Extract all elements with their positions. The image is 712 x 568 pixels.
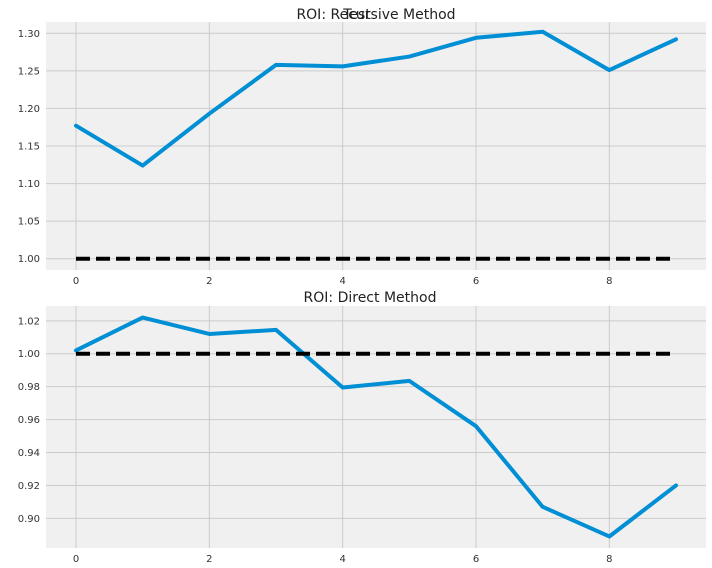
x-ticks-recursive: 0 2 4 6 8: [73, 276, 613, 287]
x-tick-label-recursive-2: 2: [206, 276, 212, 287]
chart-title-recursive: ROI: Recursive Method: [296, 7, 455, 23]
grid-recursive: [46, 22, 706, 270]
series-recursive: [74, 29, 678, 261]
y-tick-label-direct-0: 0.90: [18, 514, 40, 525]
grid-direct: [46, 306, 706, 548]
y-tick-label-recursive-3: 1.15: [18, 142, 40, 153]
x-tick-label-direct-0: 0: [73, 554, 79, 565]
figure-title: Test: [342, 7, 371, 23]
chart-title-direct: ROI: Direct Method: [304, 290, 437, 306]
y-tick-label-recursive-2: 1.10: [18, 179, 40, 190]
y-ticks-direct: 0.90 0.92 0.94 0.96 0.98 1.00 1.02: [18, 316, 40, 525]
plot-area-direct: [46, 306, 706, 548]
y-tick-label-direct-1: 0.92: [18, 481, 40, 492]
roi-line-direct: [74, 315, 678, 539]
x-tick-label-direct-4: 4: [339, 554, 345, 565]
y-tick-label-recursive-4: 1.20: [18, 104, 40, 115]
series-direct: [74, 315, 678, 539]
x-tick-label-recursive-4: 4: [339, 276, 345, 287]
x-tick-label-direct-6: 6: [473, 554, 479, 565]
y-tick-label-recursive-0: 1.00: [18, 254, 40, 265]
y-ticks-recursive: 1.00 1.05 1.10 1.15 1.20 1.25 1.30: [18, 29, 40, 265]
y-tick-label-recursive-1: 1.05: [18, 217, 40, 228]
y-tick-label-direct-2: 0.94: [18, 448, 40, 459]
x-tick-label-direct-8: 8: [606, 554, 612, 565]
recursive-method-panel: 0 2 4 6 8 1.00 1.05 1.10 1.15 1.20 1.25 1.30 ROI: …: [18, 7, 706, 287]
x-tick-label-direct-2: 2: [206, 554, 212, 565]
direct-method-panel: 0 2 4 6 8 0.90 0.92 0.94 0.96 0.98 1.00 1.02 ROI: …: [18, 290, 706, 565]
x-tick-label-recursive-0: 0: [73, 276, 79, 287]
x-tick-label-recursive-6: 6: [473, 276, 479, 287]
x-ticks-direct: 0 2 4 6 8: [73, 554, 613, 565]
y-tick-label-direct-6: 1.02: [18, 316, 40, 327]
y-tick-label-direct-3: 0.96: [18, 415, 40, 426]
y-tick-label-recursive-6: 1.30: [18, 29, 40, 40]
x-tick-label-recursive-8: 8: [606, 276, 612, 287]
roi-line-recursive: [74, 29, 678, 168]
y-tick-label-direct-4: 0.98: [18, 382, 40, 393]
y-tick-label-recursive-5: 1.25: [18, 66, 40, 77]
y-tick-label-direct-5: 1.00: [18, 349, 40, 360]
